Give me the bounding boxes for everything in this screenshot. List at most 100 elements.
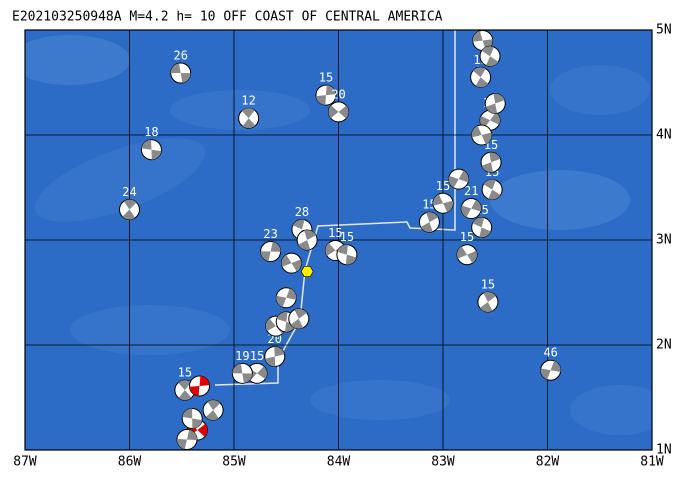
beachball-quadrant xyxy=(270,241,281,252)
beachball-quadrant xyxy=(241,108,255,119)
focal-mechanism xyxy=(328,101,349,123)
lat-tick-label: 4N xyxy=(656,128,672,143)
beachball-quadrant xyxy=(493,93,505,104)
beachball-quadrant xyxy=(207,400,221,411)
beachball-quadrant xyxy=(481,162,493,173)
beachball-quadrant xyxy=(122,209,136,220)
beachball-quadrant xyxy=(475,77,489,88)
focal-mechanism xyxy=(181,408,203,429)
beachball-quadrant xyxy=(141,139,152,150)
depth-label: 15 xyxy=(178,366,192,380)
depth-label: 20 xyxy=(331,87,345,101)
focal-mechanism xyxy=(477,291,499,313)
focal-mechanism xyxy=(471,124,493,146)
beachball-quadrant xyxy=(205,410,219,421)
depth-label: 21 xyxy=(464,184,478,198)
beachball-quadrant xyxy=(479,227,491,238)
beachball-quadrant xyxy=(178,390,192,401)
depth-label: 15 xyxy=(340,230,354,244)
depth-label: 23 xyxy=(263,227,277,241)
beachball-quadrant xyxy=(485,103,497,114)
beachball-quadrant xyxy=(197,423,208,437)
beachball-quadrant xyxy=(232,363,243,374)
beachball-quadrant xyxy=(178,380,192,391)
depth-label: 28 xyxy=(295,205,309,219)
epicenter xyxy=(300,265,314,278)
focal-mechanism xyxy=(238,107,260,129)
beachball-quadrant xyxy=(182,408,193,419)
beachball-quadrant xyxy=(467,250,478,264)
beachball-quadrant xyxy=(490,112,501,125)
beachball-quadrant xyxy=(420,222,433,233)
beachball-quadrant xyxy=(481,46,494,57)
beachball-quadrant xyxy=(338,105,349,119)
beachball-quadrant xyxy=(325,85,336,96)
title: E202103250948A M=4.2 h= 10 OFF COAST OF … xyxy=(12,10,443,25)
beachball-quadrant xyxy=(199,376,210,386)
focal-mechanism xyxy=(260,241,282,263)
beachball-quadrant xyxy=(276,311,288,322)
lat-tick-label: 2N xyxy=(656,338,672,353)
focal-mechanism xyxy=(540,359,562,381)
depth-label: 15 xyxy=(328,226,342,240)
beachball-quadrant xyxy=(242,118,256,129)
focal-mechanism xyxy=(432,192,454,214)
beachball-quadrant xyxy=(483,291,496,302)
lat-tick-label: 3N xyxy=(656,233,672,248)
depth-label: 46 xyxy=(543,346,557,360)
beachball-quadrant xyxy=(186,429,198,441)
focal-mechanism xyxy=(456,244,478,266)
beachball-quadrant xyxy=(151,149,162,160)
depth-label: 19 xyxy=(235,349,249,363)
beachball-quadrant xyxy=(123,199,137,210)
beachball-quadrant xyxy=(471,199,482,212)
focal-mechanism xyxy=(288,308,310,330)
depth-label: 15 xyxy=(436,179,450,193)
beachball-quadrant xyxy=(328,105,339,119)
beachball-quadrant xyxy=(471,125,482,138)
beachball-quadrant xyxy=(550,360,561,372)
beachball-quadrant xyxy=(274,346,285,357)
focal-mechanism xyxy=(484,93,506,114)
focal-mechanism xyxy=(315,84,337,106)
lat-tick-label: 5N xyxy=(656,23,672,38)
beachball-quadrant xyxy=(316,95,326,106)
focal-mechanism xyxy=(481,179,503,201)
beachball-quadrant xyxy=(276,295,287,308)
lat-tick-label: 1N xyxy=(656,443,672,458)
bathymetry xyxy=(25,35,652,435)
beachball-quadrant xyxy=(345,254,357,265)
focal-mechanism xyxy=(471,216,493,238)
beachball-quadrant xyxy=(189,385,200,396)
focal-mechanism xyxy=(418,211,440,233)
focal-mechanism xyxy=(189,375,211,397)
focal-mechanism xyxy=(460,198,482,219)
lon-tick-label: 83W xyxy=(431,455,455,470)
frame xyxy=(24,29,653,451)
beachball-quadrant xyxy=(325,242,336,256)
focal-mechanism xyxy=(296,229,318,251)
lon-tick-label: 86W xyxy=(118,455,142,470)
beachball-quadrant xyxy=(242,373,253,384)
lon-tick-label: 82W xyxy=(536,455,560,470)
focal-mechanism xyxy=(280,252,302,274)
depth-label: 12 xyxy=(241,94,255,108)
beachball-quadrant xyxy=(443,200,454,213)
beachball-quadrant xyxy=(281,254,292,267)
depth-label: 15 xyxy=(319,71,333,85)
beachball-quadrant xyxy=(486,56,499,67)
focal-mechanism xyxy=(170,62,192,84)
beachball-quadrant xyxy=(290,318,304,329)
beachball-quadrant xyxy=(540,368,551,380)
focal-mechanism xyxy=(231,362,253,384)
beachball-quadrant xyxy=(298,240,311,250)
depth-label: 26 xyxy=(173,49,187,63)
lon-tick-label: 81W xyxy=(640,455,664,470)
focal-mechanism xyxy=(264,346,286,368)
beachball-quadrant xyxy=(260,251,271,262)
beachball-quadrant xyxy=(176,438,187,450)
depth-label: 15 xyxy=(475,16,489,30)
beachball-quadrant xyxy=(479,301,493,312)
beachball-quadrant xyxy=(337,244,348,255)
